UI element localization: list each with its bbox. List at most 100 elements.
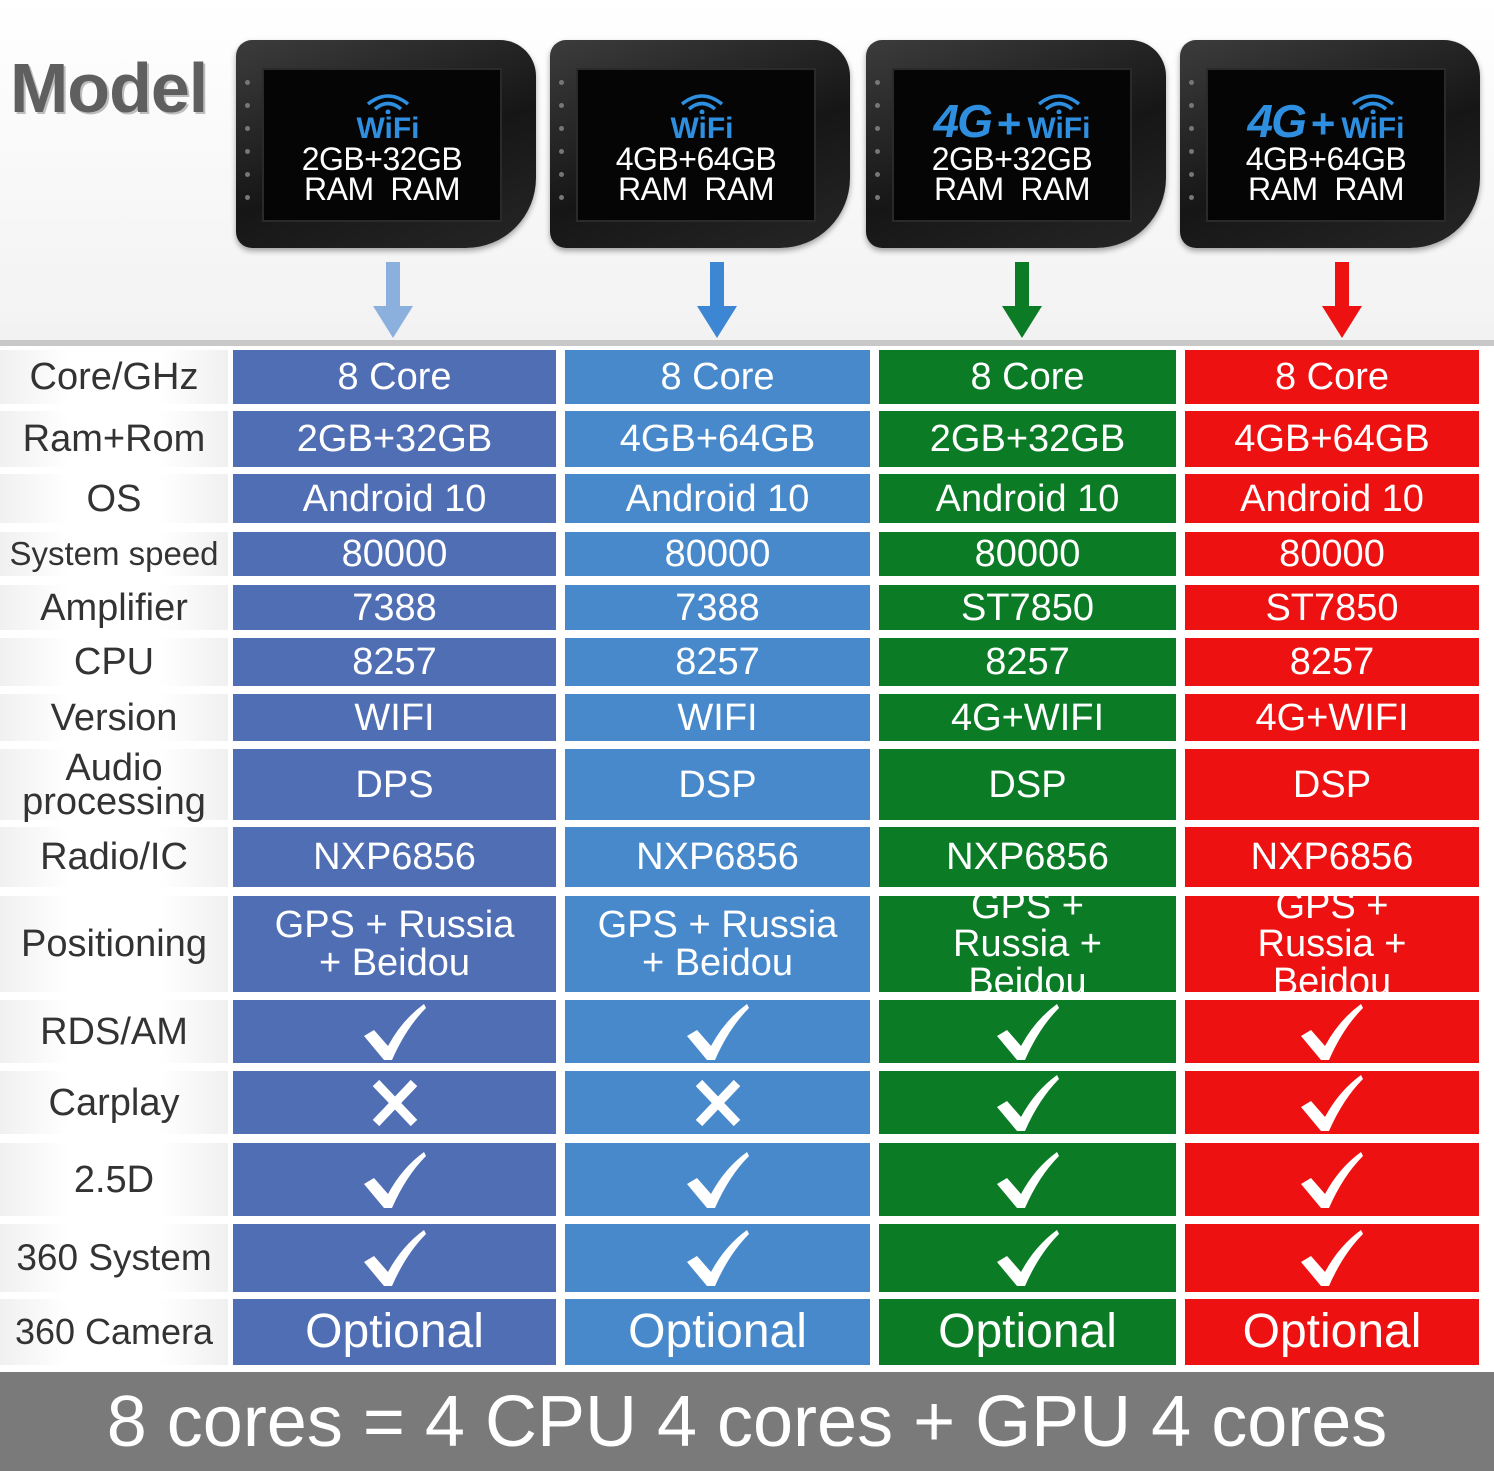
ram-labels: RAM RAM: [1248, 171, 1405, 207]
footer-banner: 8 cores = 4 CPU 4 cores + GPU 4 cores: [0, 1372, 1494, 1471]
row-label: Positioning: [0, 896, 228, 992]
storage-label: 2GB+32GB: [931, 141, 1093, 177]
check-icon: [1301, 1230, 1363, 1286]
spec-cell: 80000: [879, 532, 1176, 576]
spec-cell: GPS + Russia + Beidou: [565, 896, 870, 992]
spec-cell: [565, 1071, 870, 1134]
network-badge: WiFi: [658, 86, 734, 144]
spec-cell: 8 Core: [1185, 350, 1479, 404]
wifi-label: WiFi: [1027, 112, 1091, 145]
spec-cell: [233, 1143, 556, 1216]
ram-labels: RAM RAM: [618, 171, 775, 207]
spec-cell: WIFI: [565, 694, 870, 741]
wifi-icon: [1037, 94, 1081, 114]
check-icon: [686, 1230, 749, 1286]
device-screen: 4G + WiFi 4GB+64GB RAM RAM: [1206, 68, 1446, 222]
spec-cell: DSP: [565, 749, 870, 820]
device-screen: WiFi 4GB+64GB RAM RAM: [576, 68, 816, 222]
row-label: 2.5D: [0, 1143, 228, 1216]
side-buttons: [556, 80, 566, 200]
row-label: 360 Camera: [0, 1299, 228, 1365]
header: Model WiFi 2GB+32GB RAM RAM: [0, 0, 1494, 340]
arrow-down-icon: [1002, 262, 1042, 338]
spec-cell: 8 Core: [879, 350, 1176, 404]
spec-cell: [565, 1143, 870, 1216]
spec-cell: Android 10: [1185, 474, 1479, 523]
row-label: Carplay: [0, 1071, 228, 1134]
wifi-icon: [1351, 94, 1395, 114]
spec-cell: Optional: [1185, 1299, 1479, 1365]
storage-label: 4GB+64GB: [615, 141, 777, 177]
spec-cell: [233, 1000, 556, 1063]
spec-cell: 8257: [565, 638, 870, 686]
check-icon: [363, 1230, 426, 1286]
network-plus: +: [996, 100, 1022, 147]
storage-label: 2GB+32GB: [301, 141, 463, 177]
row-label: Radio/IC: [0, 827, 228, 887]
spec-cell: 7388: [565, 585, 870, 630]
device-image: 4G + WiFi 2GB+32GB RAM RAM: [866, 40, 1166, 248]
arrow-down-icon: [1322, 262, 1362, 338]
spec-cell: 4GB+64GB: [1185, 411, 1479, 467]
network-badge: 4G + WiFi: [1247, 86, 1405, 147]
spec-cell: [1185, 1224, 1479, 1292]
spec-cell: [879, 1000, 1176, 1063]
network-badge: 4G + WiFi: [934, 86, 1091, 147]
ram-labels: RAM RAM: [304, 171, 461, 207]
spec-cell: Optional: [233, 1299, 556, 1365]
spec-cell: [879, 1224, 1176, 1292]
row-label: CPU: [0, 638, 228, 686]
spec-cell: [233, 1071, 556, 1134]
device-image: WiFi 2GB+32GB RAM RAM: [236, 40, 536, 248]
network-plus: +: [1310, 100, 1336, 147]
device-image: 4G + WiFi 4GB+64GB RAM RAM: [1180, 40, 1480, 248]
spec-cell: DSP: [1185, 749, 1479, 820]
network-4g: 4G: [1247, 95, 1307, 147]
side-buttons: [872, 80, 882, 200]
row-label: RDS/AM: [0, 1000, 228, 1063]
device-screen: WiFi 2GB+32GB RAM RAM: [262, 68, 502, 222]
row-label: Core/GHz: [0, 350, 228, 404]
wifi-label: WiFi: [356, 112, 420, 145]
spec-cell: Android 10: [879, 474, 1176, 523]
cross-icon: [695, 1079, 740, 1126]
check-icon: [996, 1003, 1059, 1060]
model-label: Model: [10, 49, 208, 127]
arrow-down-icon: [697, 262, 737, 338]
cross-icon: [372, 1079, 417, 1126]
spec-cell: Optional: [879, 1299, 1176, 1365]
check-icon: [996, 1074, 1059, 1131]
arrow-down-icon: [373, 262, 413, 338]
spec-cell: DPS: [233, 749, 556, 820]
spec-cell: [879, 1071, 1176, 1134]
spec-cell: NXP6856: [565, 827, 870, 887]
spec-cell: WIFI: [233, 694, 556, 741]
wifi-icon: [680, 94, 724, 114]
row-label: Ram+Rom: [0, 411, 228, 467]
spec-cell: ST7850: [879, 585, 1176, 630]
device-screen: 4G + WiFi 2GB+32GB RAM RAM: [892, 68, 1132, 222]
spec-cell: Android 10: [233, 474, 556, 523]
spec-cell: [565, 1000, 870, 1063]
spec-cell: [233, 1224, 556, 1292]
spec-cell: 4G+WIFI: [879, 694, 1176, 741]
wifi-label: WiFi: [1341, 112, 1405, 145]
check-icon: [1301, 1151, 1363, 1208]
check-icon: [996, 1151, 1059, 1208]
wifi-icon: [366, 94, 410, 114]
spec-cell: 8 Core: [233, 350, 556, 404]
row-label: Audio processing: [0, 749, 228, 821]
spec-cell: 8 Core: [565, 350, 870, 404]
spec-cell: NXP6856: [879, 827, 1176, 887]
spec-cell: GPS + Russia + Beidou: [1185, 887, 1479, 1001]
row-label: Version: [0, 694, 228, 741]
ram-labels: RAM RAM: [934, 171, 1091, 207]
network-badge: WiFi: [344, 86, 420, 145]
device-image: WiFi 4GB+64GB RAM RAM: [550, 40, 850, 248]
spec-cell: 80000: [1185, 532, 1479, 576]
spec-cell: 2GB+32GB: [233, 411, 556, 467]
spec-cell: GPS + Russia + Beidou: [879, 887, 1176, 1001]
check-icon: [686, 1003, 749, 1060]
row-label: OS: [0, 474, 228, 523]
spec-cell: [565, 1224, 870, 1292]
